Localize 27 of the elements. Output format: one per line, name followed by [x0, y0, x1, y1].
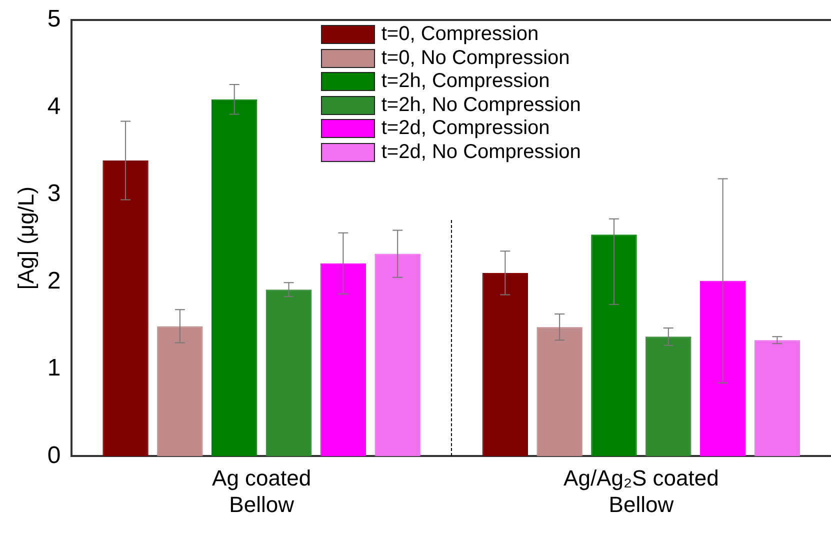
legend-label: t=2h, No Compression: [381, 94, 581, 116]
legend-label: t=2h, Compression: [381, 70, 550, 93]
bar: [374, 254, 420, 456]
y-tick-label: 3: [47, 180, 61, 208]
bar: [646, 336, 692, 456]
y-axis-title: [Ag] (μg/L): [13, 186, 38, 290]
bar: [212, 99, 258, 456]
x-tick-label: Ag coated Bellow: [212, 465, 312, 517]
legend-label: t=0, Compression: [381, 23, 539, 46]
y-tick-label: 1: [47, 354, 61, 382]
bar: [754, 340, 800, 456]
y-tick-label: 4: [47, 92, 61, 120]
bar: [157, 326, 203, 456]
bar: [591, 234, 637, 456]
bar: [482, 272, 528, 456]
y-tick-label: 0: [47, 442, 61, 469]
y-tick-label: 2: [47, 267, 61, 294]
y-tick-label: 5: [47, 6, 61, 33]
x-tick-label: Ag/Ag₂S coated Bellow: [564, 465, 719, 517]
bar: [320, 263, 366, 456]
bar: [102, 160, 148, 456]
legend-label: t=2d, Compression: [381, 117, 550, 140]
bar: [700, 280, 746, 456]
legend-label: t=2d, No Compression: [381, 140, 581, 164]
bar: [266, 290, 312, 456]
legend-label: t=0, No Compression: [381, 46, 570, 70]
bar: [536, 327, 582, 456]
